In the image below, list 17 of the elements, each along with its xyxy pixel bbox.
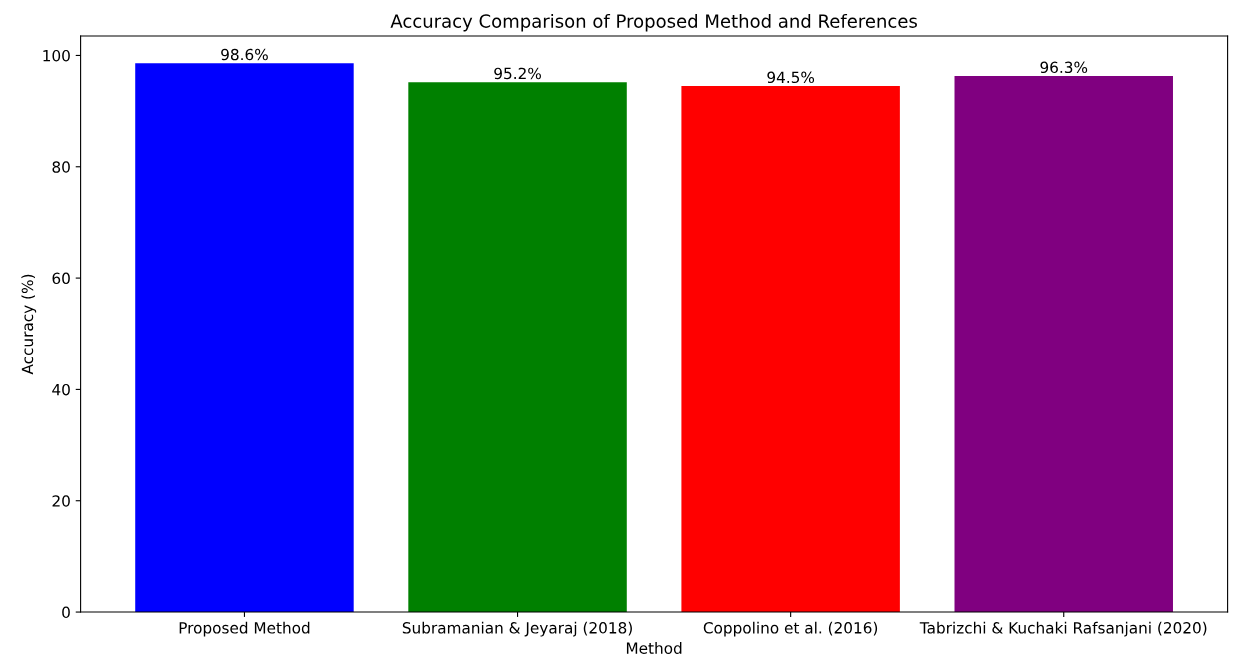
x-tick-label: Proposed Method	[179, 621, 310, 637]
y-tick-label: 0	[62, 606, 70, 619]
data-label: 96.3%	[1040, 61, 1088, 74]
y-tick-label: 20	[52, 495, 70, 507]
x-tick-label: Subramanian & Jeyaraj (2018)	[402, 621, 632, 637]
data-label: 94.5%	[767, 71, 815, 84]
y-tick-label: 40	[52, 383, 70, 396]
y-axis-title: Accuracy (%)	[21, 274, 37, 375]
data-label: 98.6%	[221, 48, 268, 61]
y-tick-label: 100	[43, 49, 70, 62]
chart-title: Accuracy Comparison of Proposed Method and References	[390, 13, 917, 32]
y-tick-label: 80	[52, 161, 70, 173]
y-tick-label: 60	[52, 272, 70, 285]
x-tick-label: Tabrizchi & Kuchaki Rafsanjani (2020)	[919, 621, 1207, 637]
x-axis-title: Method	[626, 642, 682, 654]
x-tick-label: Coppolino et al. (2016)	[703, 621, 878, 637]
data-label: 95.2%	[494, 67, 541, 80]
